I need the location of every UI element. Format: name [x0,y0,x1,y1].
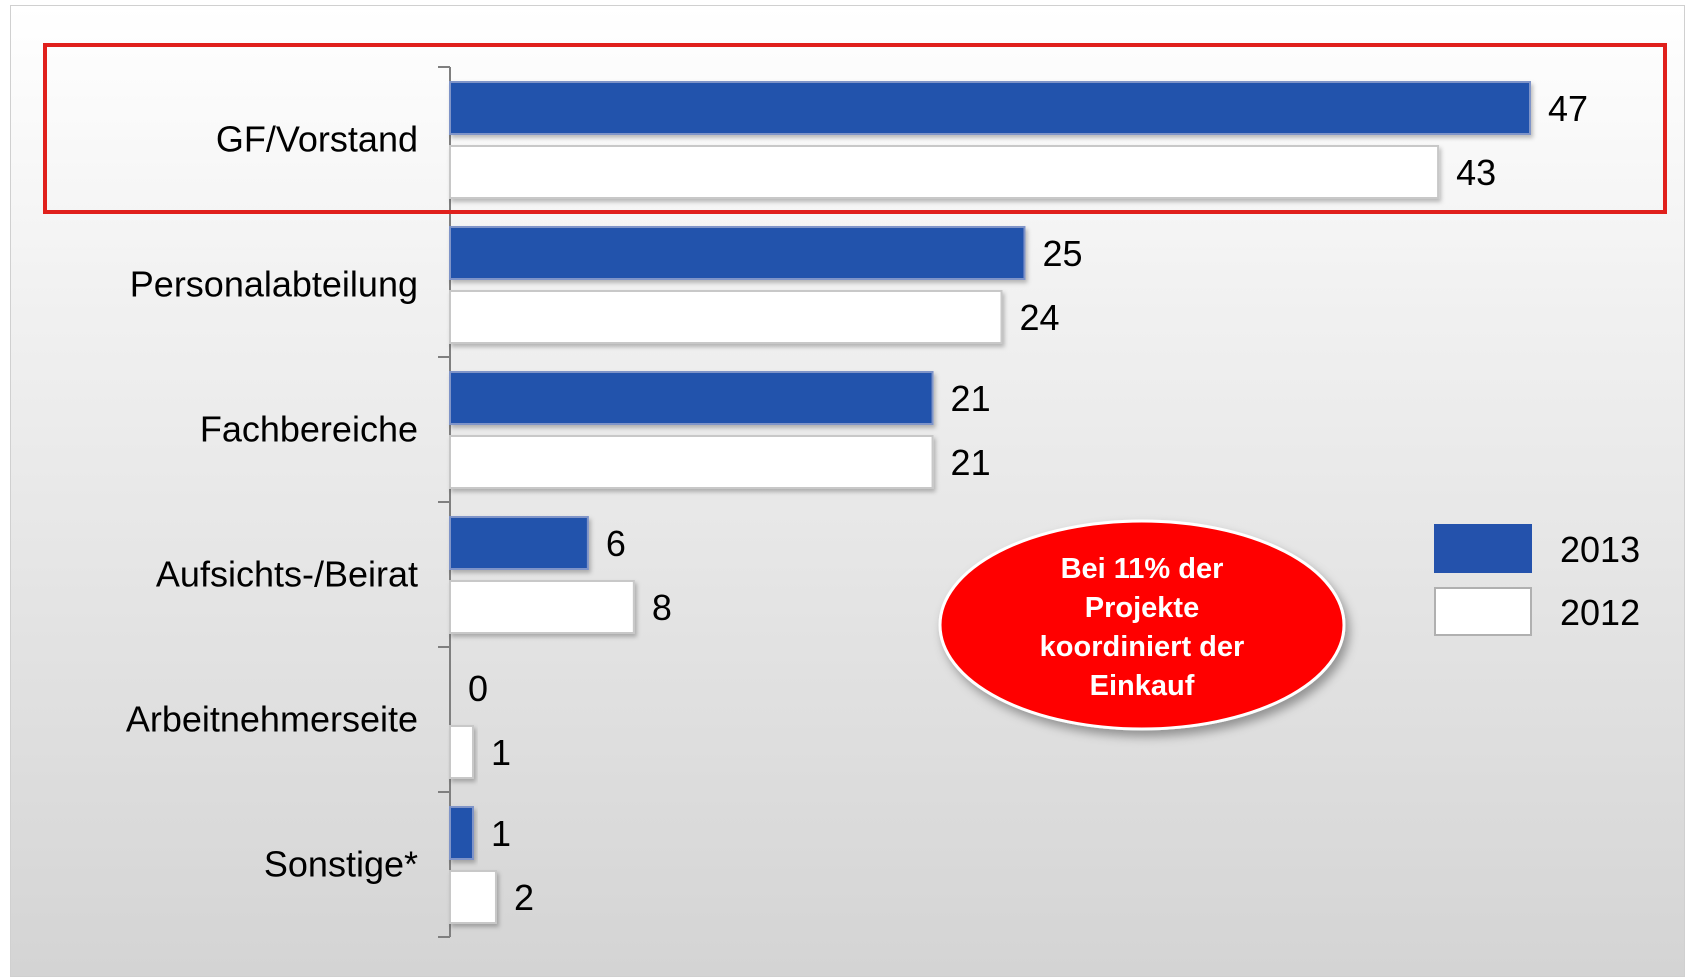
bar-2013 [449,81,1531,135]
data-label: 21 [951,378,991,419]
data-label: 2 [514,877,534,918]
legend-label: 2013 [1560,529,1640,570]
bar-2012 [449,725,474,779]
data-label: 43 [1456,152,1496,193]
category-label: Aufsichts-/Beirat [156,554,418,595]
callout-line-1: Bei 11% der [1061,553,1224,585]
category-label: Sonstige* [264,844,418,885]
legend: 2013 2012 [1434,524,1640,636]
callout-line-4: Einkauf [1090,670,1195,702]
bar-2013 [449,371,934,425]
category-label: Arbeitnehmerseite [126,699,418,740]
data-label: 21 [951,442,991,483]
data-label: 1 [491,813,511,854]
bar-2013 [449,806,474,860]
callout-ellipse [938,519,1346,731]
legend-label: 2012 [1560,592,1640,633]
data-label: 24 [1019,297,1059,338]
data-label: 8 [652,587,672,628]
data-label: 0 [468,668,488,709]
bar-2012 [449,580,635,634]
category-label: GF/Vorstand [216,119,418,160]
data-label: 1 [491,732,511,773]
data-label: 47 [1548,88,1588,129]
legend-swatch-2013 [1434,524,1532,573]
legend-swatch-2012 [1434,587,1532,636]
bar-2012 [449,870,497,924]
callout-line-3: koordiniert der [1040,631,1245,663]
data-label: 6 [606,523,626,564]
highlight-frame [43,43,1667,214]
callout-bubble: Bei 11% der Projekte koordiniert der Ein… [938,519,1346,731]
data-label: 25 [1042,233,1082,274]
bar-2013 [449,226,1026,280]
bar-2012 [449,435,934,489]
callout-line-2: Projekte [1085,592,1199,624]
bar-2012 [449,145,1440,199]
bar-2012 [449,290,1003,344]
category-label: Personalabteilung [130,264,418,305]
category-label: Fachbereiche [200,409,418,450]
bar-2013 [449,516,589,570]
